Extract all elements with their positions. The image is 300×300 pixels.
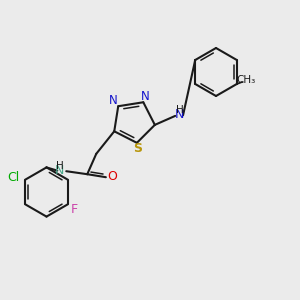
Text: N: N [141, 90, 150, 104]
Text: N: N [55, 164, 64, 176]
Text: N: N [175, 108, 184, 121]
Text: H: H [176, 105, 183, 115]
Text: H: H [56, 160, 64, 170]
Text: S: S [133, 142, 142, 155]
Text: O: O [107, 169, 117, 182]
Text: Cl: Cl [8, 171, 20, 184]
Text: CH₃: CH₃ [236, 75, 255, 85]
Text: F: F [71, 203, 78, 216]
Text: N: N [109, 94, 118, 107]
